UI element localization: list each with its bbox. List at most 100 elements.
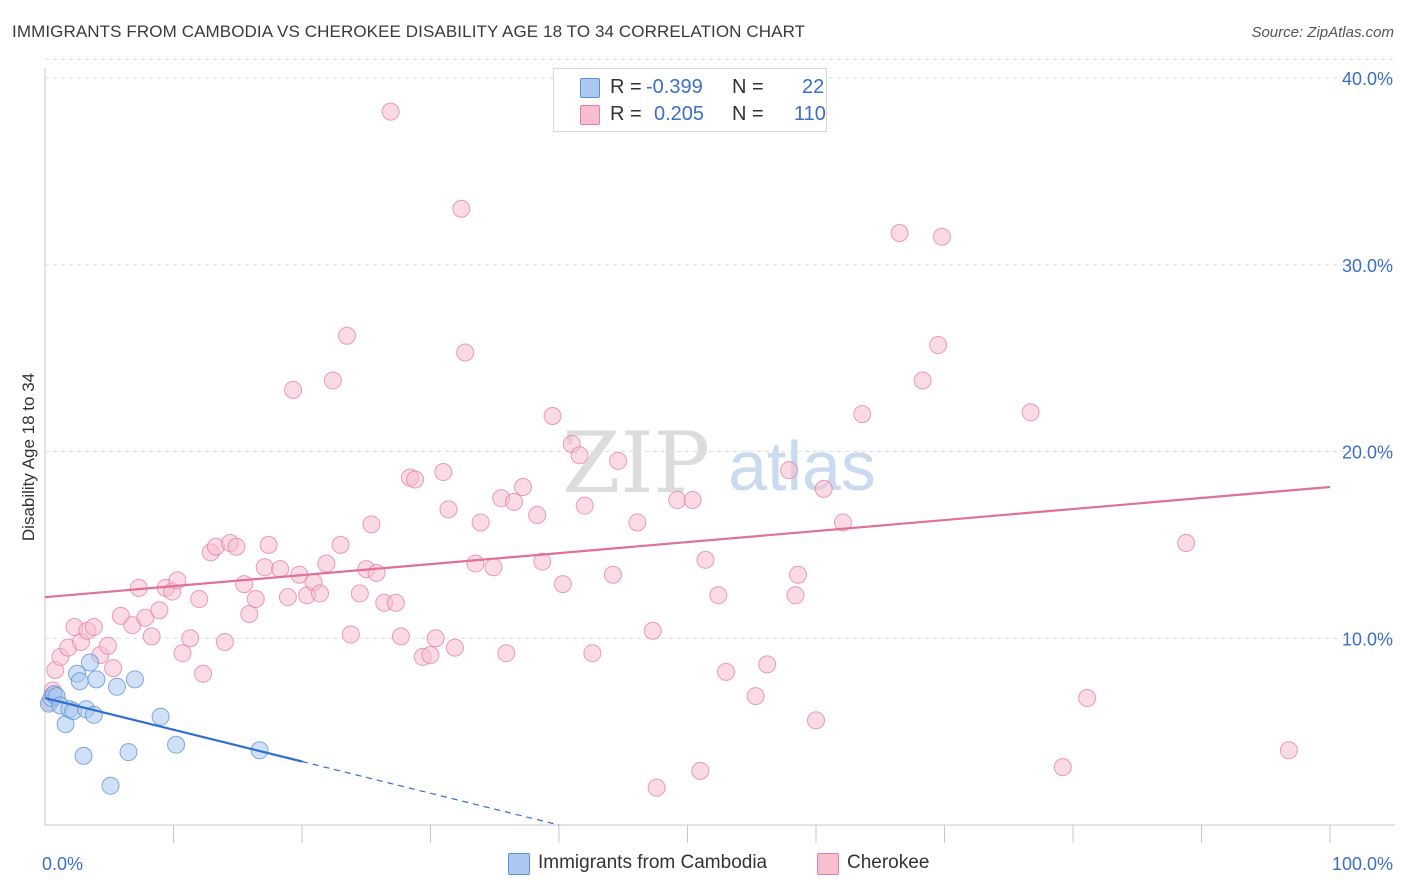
data-point (119, 743, 138, 762)
data-point (833, 513, 852, 532)
legend-r-value: 0.205 (654, 102, 705, 125)
y-tick-label: 20.0% (1342, 443, 1393, 463)
bottom-legend-swatch-cambodia (508, 853, 530, 875)
data-point (932, 227, 951, 246)
data-point (98, 636, 117, 655)
data-point (367, 563, 386, 582)
legend-n-label: N = (732, 102, 764, 125)
data-point (84, 618, 103, 637)
data-point (514, 477, 533, 496)
data-point (125, 670, 144, 689)
data-point (391, 627, 410, 646)
data-point (246, 590, 265, 609)
legend-r-label: R = (610, 75, 642, 98)
legend-swatch-cherokee (580, 105, 600, 125)
x-tick-label: 0.0% (42, 854, 83, 874)
data-point (190, 590, 209, 609)
data-point (575, 496, 594, 515)
data-point (194, 664, 213, 683)
trend-line-cambodia-extension (301, 760, 560, 826)
data-point (553, 575, 572, 594)
chart-title: IMMIGRANTS FROM CAMBODIA VS CHEROKEE DIS… (12, 22, 806, 41)
data-point (227, 537, 246, 556)
data-point (505, 492, 524, 511)
data-point (151, 707, 170, 726)
data-point (173, 644, 192, 663)
watermark: ZIP atlas (562, 414, 876, 512)
data-point (1053, 758, 1072, 777)
trend-lines (44, 485, 1331, 826)
data-point (746, 687, 765, 706)
data-point (136, 608, 155, 627)
data-point (271, 560, 290, 579)
data-point (381, 102, 400, 121)
data-point (683, 491, 702, 510)
data-point (1078, 689, 1097, 708)
data-point (445, 638, 464, 657)
data-point (456, 343, 475, 362)
y-axis-label: Disability Age 18 to 34 (19, 373, 38, 541)
data-point (709, 586, 728, 605)
data-point (628, 513, 647, 532)
data-point (786, 586, 805, 605)
data-point (215, 632, 234, 651)
data-point (570, 446, 589, 465)
data-point (362, 515, 381, 534)
data-point (350, 584, 369, 603)
data-point (87, 670, 106, 689)
data-point (1177, 534, 1196, 553)
data-point (717, 662, 736, 681)
data-point (668, 491, 687, 510)
data-point (101, 776, 120, 795)
watermark-atlas: atlas (728, 427, 876, 505)
data-point (181, 629, 200, 648)
gridlines (45, 58, 1395, 639)
data-point (1279, 741, 1298, 760)
data-point (284, 380, 303, 399)
correlation-legend: R = -0.399 N = 22 R = 0.205 N = 110 (553, 68, 827, 132)
data-point (471, 513, 490, 532)
data-point (74, 746, 93, 765)
data-point (466, 554, 485, 573)
data-point (331, 535, 350, 554)
legend-swatch-cambodia (580, 78, 600, 98)
data-point (341, 625, 360, 644)
data-point (696, 550, 715, 569)
data-point (426, 629, 445, 648)
data-point (789, 565, 808, 584)
data-point (337, 326, 356, 345)
data-point (643, 621, 662, 640)
bottom-legend-label-cherokee: Cherokee (847, 852, 930, 873)
data-point (317, 554, 336, 573)
data-point (310, 584, 329, 603)
data-point (807, 711, 825, 730)
data-point (255, 558, 274, 577)
data-point (929, 336, 948, 355)
bottom-legend-swatch-cherokee (817, 853, 839, 875)
data-point (528, 505, 547, 524)
data-point (603, 565, 622, 584)
trend-line-cherokee (44, 485, 1331, 599)
data-point (533, 552, 552, 571)
legend-r-value: -0.399 (646, 75, 703, 98)
data-point (104, 659, 123, 678)
data-point (323, 371, 342, 390)
data-point (278, 588, 297, 607)
data-point (150, 601, 169, 620)
legend-n-label: N = (732, 75, 764, 98)
data-point (142, 627, 161, 646)
data-point (406, 470, 425, 489)
bottom-legend-label-cambodia: Immigrants from Cambodia (538, 852, 768, 873)
data-point (583, 644, 602, 663)
data-point (780, 461, 799, 480)
data-point (609, 451, 628, 470)
data-point (259, 535, 278, 554)
data-point (240, 604, 259, 623)
data-point (107, 677, 126, 696)
x-tick-label: 100.0% (1332, 854, 1393, 874)
data-point (434, 463, 453, 482)
data-point (497, 644, 516, 663)
source-label: Source: ZipAtlas.com (1251, 24, 1394, 41)
data-point (913, 371, 932, 390)
